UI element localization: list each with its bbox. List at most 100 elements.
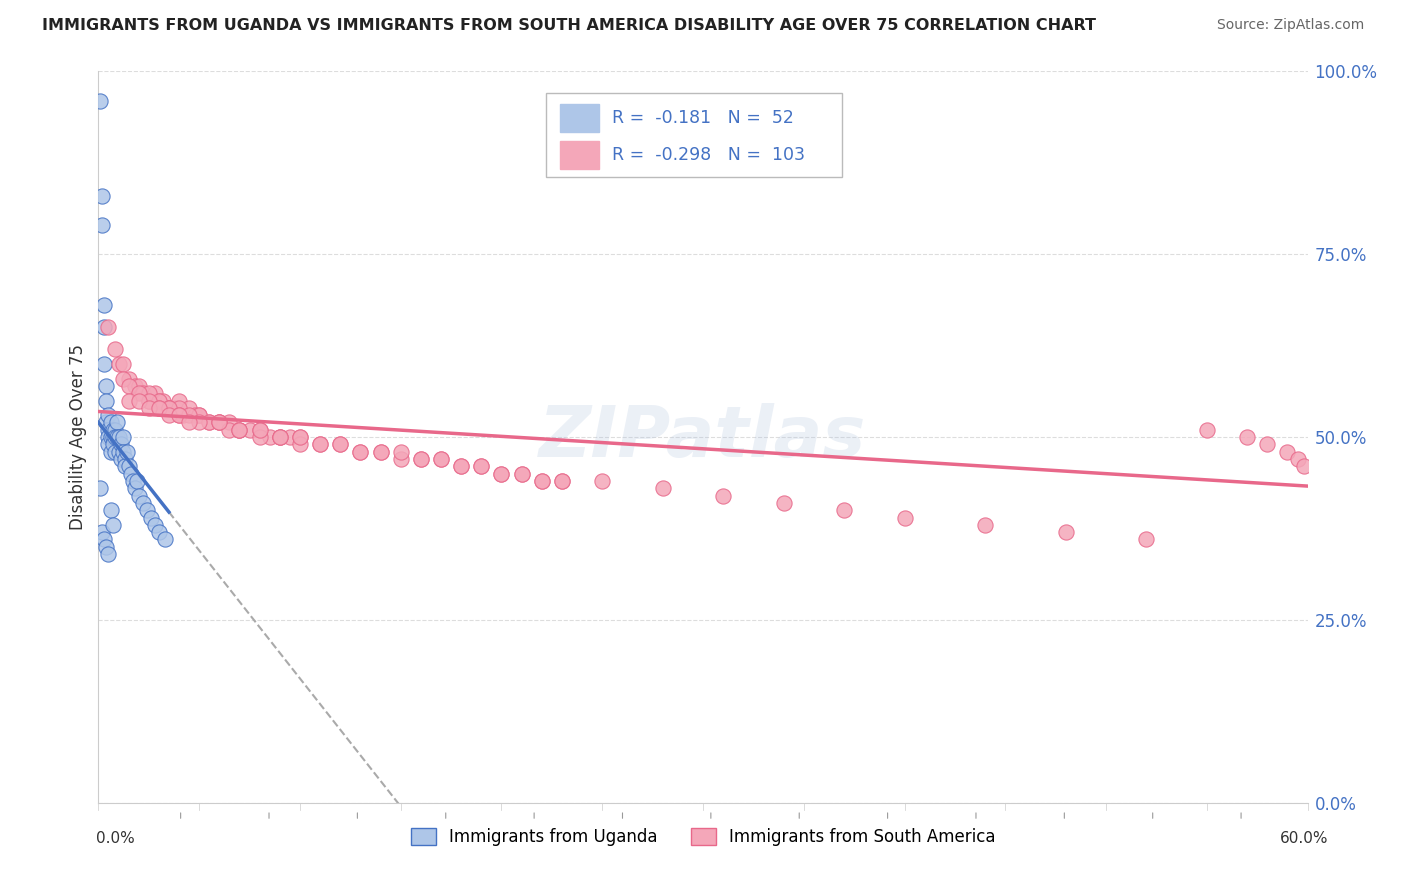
Bar (561, 104, 599, 132)
Point (114, 459, 136, 474)
Point (551, 474, 574, 488)
Point (107, 444, 129, 458)
Text: Source: ZipAtlas.com: Source: ZipAtlas.com (1216, 18, 1364, 32)
Point (249, 423, 271, 437)
Point (1286, 452, 1309, 467)
Point (551, 474, 574, 488)
Point (111, 371, 134, 385)
Point (157, 401, 180, 415)
Point (110, 452, 132, 467)
Point (163, 401, 186, 415)
Point (167, 401, 190, 415)
Point (269, 430, 291, 444)
Point (1277, 444, 1299, 458)
Point (370, 444, 392, 458)
Point (148, 401, 170, 415)
Point (132, 496, 155, 510)
Point (329, 437, 352, 451)
Point (309, 437, 332, 451)
Point (97, 408, 120, 422)
Point (167, 393, 190, 408)
Point (97, 437, 120, 451)
Point (228, 423, 250, 437)
Point (1195, 423, 1218, 437)
Point (389, 444, 412, 458)
Point (138, 401, 160, 415)
Point (349, 444, 371, 458)
Point (121, 474, 143, 488)
Point (309, 437, 332, 451)
Point (157, 408, 180, 422)
Point (101, 430, 124, 444)
Point (288, 437, 311, 451)
Point (138, 386, 160, 401)
Point (1292, 459, 1315, 474)
Point (132, 386, 155, 401)
Point (269, 430, 291, 444)
Point (269, 430, 291, 444)
Text: 60.0%: 60.0% (1281, 831, 1329, 846)
Text: 0.0%: 0.0% (96, 831, 135, 846)
Point (510, 467, 533, 481)
Point (218, 416, 240, 430)
Point (96, 416, 118, 430)
Point (128, 393, 150, 408)
Point (157, 401, 180, 415)
Point (96, 393, 118, 408)
Point (184, 408, 207, 422)
Point (124, 379, 146, 393)
Y-axis label: Disability Age Over 75: Disability Age Over 75 (69, 344, 87, 530)
Point (491, 467, 513, 481)
Point (430, 452, 453, 467)
Point (100, 430, 122, 444)
Point (239, 423, 262, 437)
Legend: Immigrants from Uganda, Immigrants from South America: Immigrants from Uganda, Immigrants from … (404, 822, 1002, 853)
Point (167, 408, 190, 422)
Point (120, 467, 142, 481)
Point (111, 357, 134, 371)
Point (198, 416, 221, 430)
Point (772, 496, 794, 510)
Point (179, 401, 201, 415)
Point (91, 218, 114, 232)
Point (198, 416, 221, 430)
Point (100, 416, 122, 430)
Point (370, 444, 392, 458)
Point (101, 423, 124, 437)
Point (1135, 533, 1157, 547)
Point (97, 547, 120, 561)
Point (91, 525, 114, 540)
Point (288, 430, 311, 444)
Point (530, 474, 553, 488)
Point (329, 437, 352, 451)
Point (188, 416, 211, 430)
Point (101, 517, 124, 532)
Point (148, 401, 170, 415)
Point (218, 423, 240, 437)
Point (651, 481, 673, 495)
Point (139, 510, 162, 524)
Point (135, 503, 157, 517)
Point (208, 416, 231, 430)
Point (591, 474, 613, 488)
Point (470, 459, 492, 474)
Point (188, 408, 211, 422)
Point (259, 430, 281, 444)
Point (430, 452, 453, 467)
Point (118, 459, 141, 474)
Text: R =  -0.181   N =  52: R = -0.181 N = 52 (613, 109, 794, 128)
Point (450, 459, 472, 474)
Point (157, 401, 180, 415)
Point (530, 474, 553, 488)
Point (110, 437, 132, 451)
Point (389, 452, 412, 467)
Point (105, 430, 128, 444)
Point (409, 452, 432, 467)
Point (103, 343, 125, 357)
Text: IMMIGRANTS FROM UGANDA VS IMMIGRANTS FROM SOUTH AMERICA DISABILITY AGE OVER 75 C: IMMIGRANTS FROM UGANDA VS IMMIGRANTS FRO… (42, 18, 1097, 33)
Point (138, 393, 160, 408)
Point (470, 459, 492, 474)
Point (103, 444, 125, 458)
Text: ZIPatlas: ZIPatlas (540, 402, 866, 472)
Point (125, 474, 148, 488)
